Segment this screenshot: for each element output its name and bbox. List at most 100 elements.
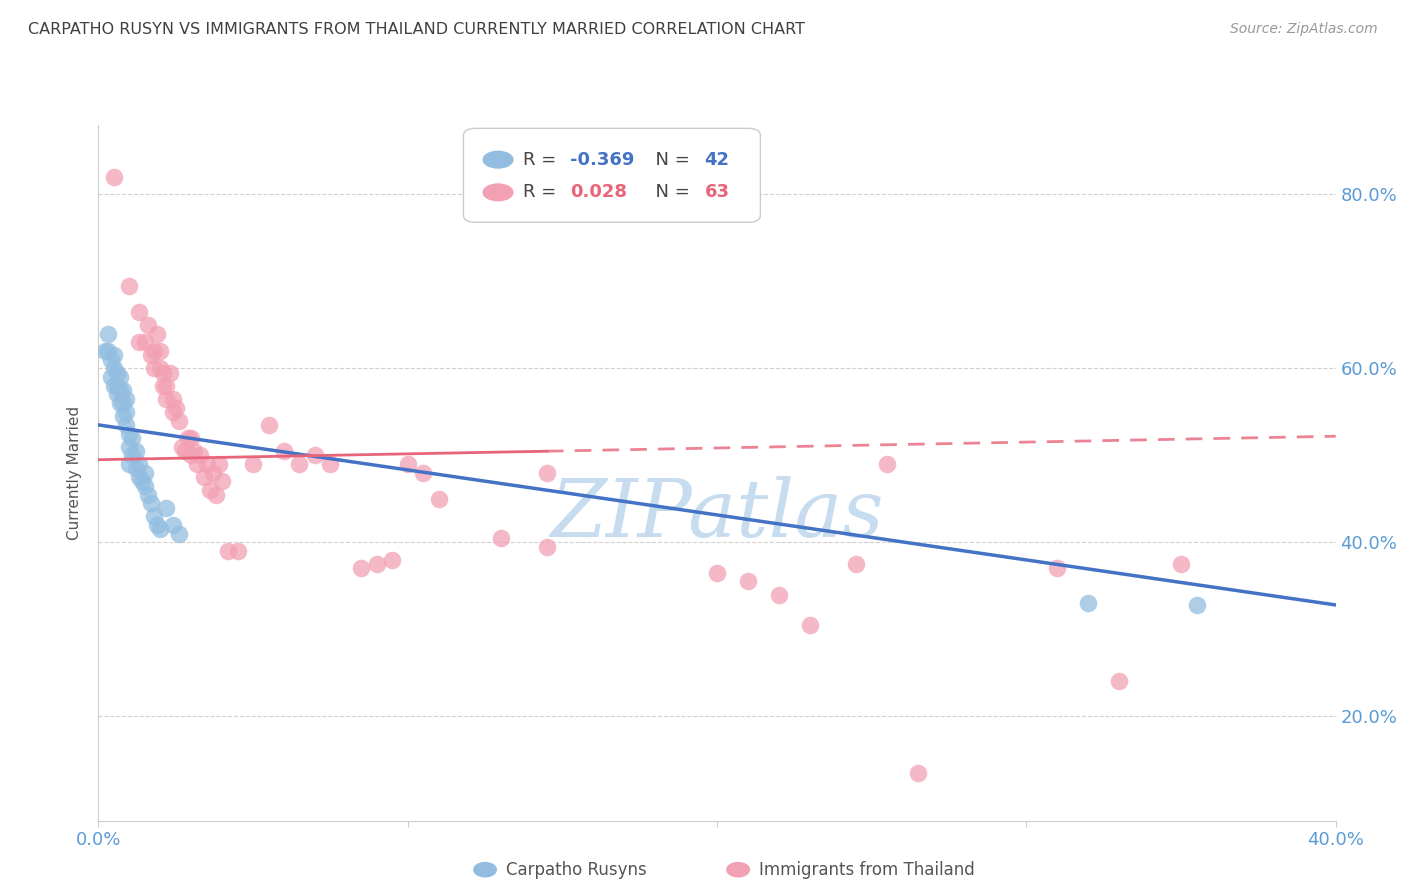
Text: CARPATHO RUSYN VS IMMIGRANTS FROM THAILAND CURRENTLY MARRIED CORRELATION CHART: CARPATHO RUSYN VS IMMIGRANTS FROM THAILA…: [28, 22, 806, 37]
Point: [845, 557, 868, 571]
Point: [167, 526, 190, 541]
Point: [136, 318, 159, 332]
Point: [1170, 557, 1192, 571]
Point: [115, 405, 138, 419]
Point: [1108, 674, 1130, 689]
Point: [103, 361, 125, 376]
Point: [108, 396, 131, 410]
Point: [105, 366, 128, 380]
Text: 0.028: 0.028: [569, 184, 627, 202]
Point: [319, 457, 342, 471]
Point: [489, 531, 512, 545]
Point: [139, 496, 162, 510]
Point: [118, 278, 141, 293]
Text: R =: R =: [523, 151, 562, 169]
Point: [146, 326, 169, 341]
Point: [183, 444, 205, 458]
Text: R =: R =: [523, 184, 568, 202]
Point: [128, 305, 150, 319]
Point: [412, 466, 434, 480]
Text: N =: N =: [644, 151, 696, 169]
Point: [118, 440, 141, 454]
Point: [100, 370, 122, 384]
Point: [124, 444, 146, 458]
Point: [211, 475, 233, 489]
Point: [118, 457, 141, 471]
Point: [128, 335, 150, 350]
Point: [195, 457, 218, 471]
Point: [115, 392, 138, 406]
Point: [155, 500, 177, 515]
Point: [162, 405, 184, 419]
Point: [180, 431, 202, 445]
Point: [134, 466, 156, 480]
Point: [97, 326, 120, 341]
Point: [706, 566, 728, 580]
Point: [118, 426, 141, 441]
Point: [103, 348, 125, 362]
Point: [139, 348, 162, 362]
Point: [155, 378, 177, 392]
Point: [350, 561, 373, 575]
Y-axis label: Currently Married: Currently Married: [67, 406, 83, 540]
Text: -0.369: -0.369: [569, 151, 634, 169]
Point: [1046, 561, 1069, 575]
Point: [304, 448, 326, 462]
Point: [174, 444, 197, 458]
Point: [167, 414, 190, 428]
Point: [162, 517, 184, 532]
Point: [103, 378, 125, 392]
Circle shape: [484, 184, 513, 201]
Point: [143, 361, 166, 376]
Point: [186, 457, 208, 471]
Point: [149, 343, 172, 358]
Point: [93, 343, 115, 358]
Point: [170, 440, 193, 454]
Point: [366, 557, 388, 571]
Point: [134, 479, 156, 493]
Point: [208, 457, 231, 471]
Point: [108, 383, 131, 397]
Text: 42: 42: [704, 151, 730, 169]
Text: Source: ZipAtlas.com: Source: ZipAtlas.com: [1230, 22, 1378, 37]
Point: [152, 366, 174, 380]
Point: [159, 366, 181, 380]
Point: [152, 378, 174, 392]
Point: [1185, 598, 1208, 612]
FancyBboxPatch shape: [464, 128, 761, 222]
Point: [876, 457, 898, 471]
Point: [396, 457, 419, 471]
Point: [226, 544, 249, 558]
Point: [103, 169, 125, 185]
Point: [427, 491, 450, 506]
Point: [1077, 596, 1099, 610]
Point: [536, 466, 558, 480]
Point: [121, 431, 143, 445]
Point: [205, 487, 228, 501]
Point: [149, 361, 172, 376]
Text: ZIPatlas: ZIPatlas: [550, 475, 884, 553]
Point: [381, 552, 404, 567]
Text: 63: 63: [704, 184, 730, 202]
Point: [149, 522, 172, 536]
Circle shape: [484, 152, 513, 168]
Point: [242, 457, 264, 471]
Point: [143, 509, 166, 524]
Point: [112, 383, 135, 397]
Point: [155, 392, 177, 406]
Point: [108, 370, 131, 384]
Point: [100, 352, 122, 367]
Point: [165, 401, 187, 415]
Point: [115, 417, 138, 432]
Text: N =: N =: [644, 184, 696, 202]
Point: [112, 396, 135, 410]
Point: [128, 457, 150, 471]
Point: [201, 466, 224, 480]
Text: Immigrants from Thailand: Immigrants from Thailand: [759, 861, 974, 879]
Point: [180, 448, 202, 462]
Point: [136, 487, 159, 501]
Point: [162, 392, 184, 406]
Point: [131, 475, 153, 489]
Point: [190, 448, 212, 462]
Point: [768, 587, 790, 601]
